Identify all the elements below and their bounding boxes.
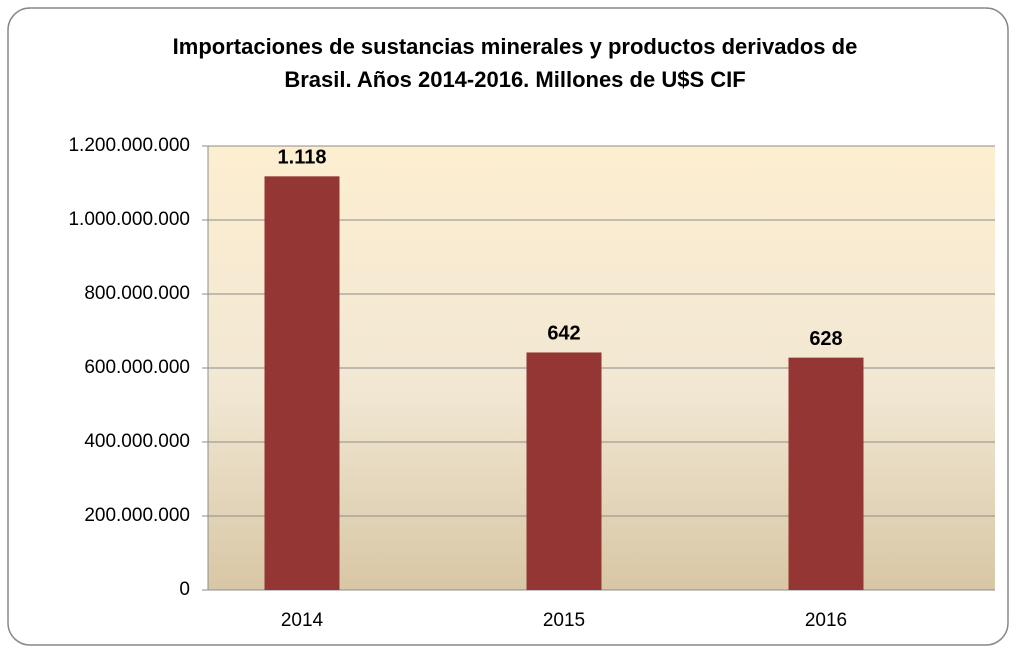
chart-title: Brasil. Años 2014-2016. Millones de U$S … [284, 67, 745, 92]
bar [264, 176, 340, 590]
y-tick-label: 1.200.000.000 [68, 135, 190, 156]
y-tick-label: 600.000.000 [84, 357, 190, 378]
y-tick-label: 400.000.000 [84, 431, 190, 452]
data-label: 628 [809, 328, 842, 350]
data-label: 1.118 [278, 147, 327, 169]
x-tick-label: 2015 [543, 610, 585, 631]
y-tick-label: 200.000.000 [84, 505, 190, 526]
chart-title: Importaciones de sustancias minerales y … [173, 34, 858, 59]
x-tick-label: 2016 [805, 610, 847, 631]
x-tick-label: 2014 [281, 610, 324, 631]
bar [788, 357, 864, 590]
y-tick-label: 1.000.000.000 [68, 209, 190, 230]
y-tick-label: 800.000.000 [84, 283, 190, 304]
data-label: 642 [547, 323, 580, 345]
bar [526, 352, 602, 590]
y-tick-label: 0 [179, 579, 190, 600]
